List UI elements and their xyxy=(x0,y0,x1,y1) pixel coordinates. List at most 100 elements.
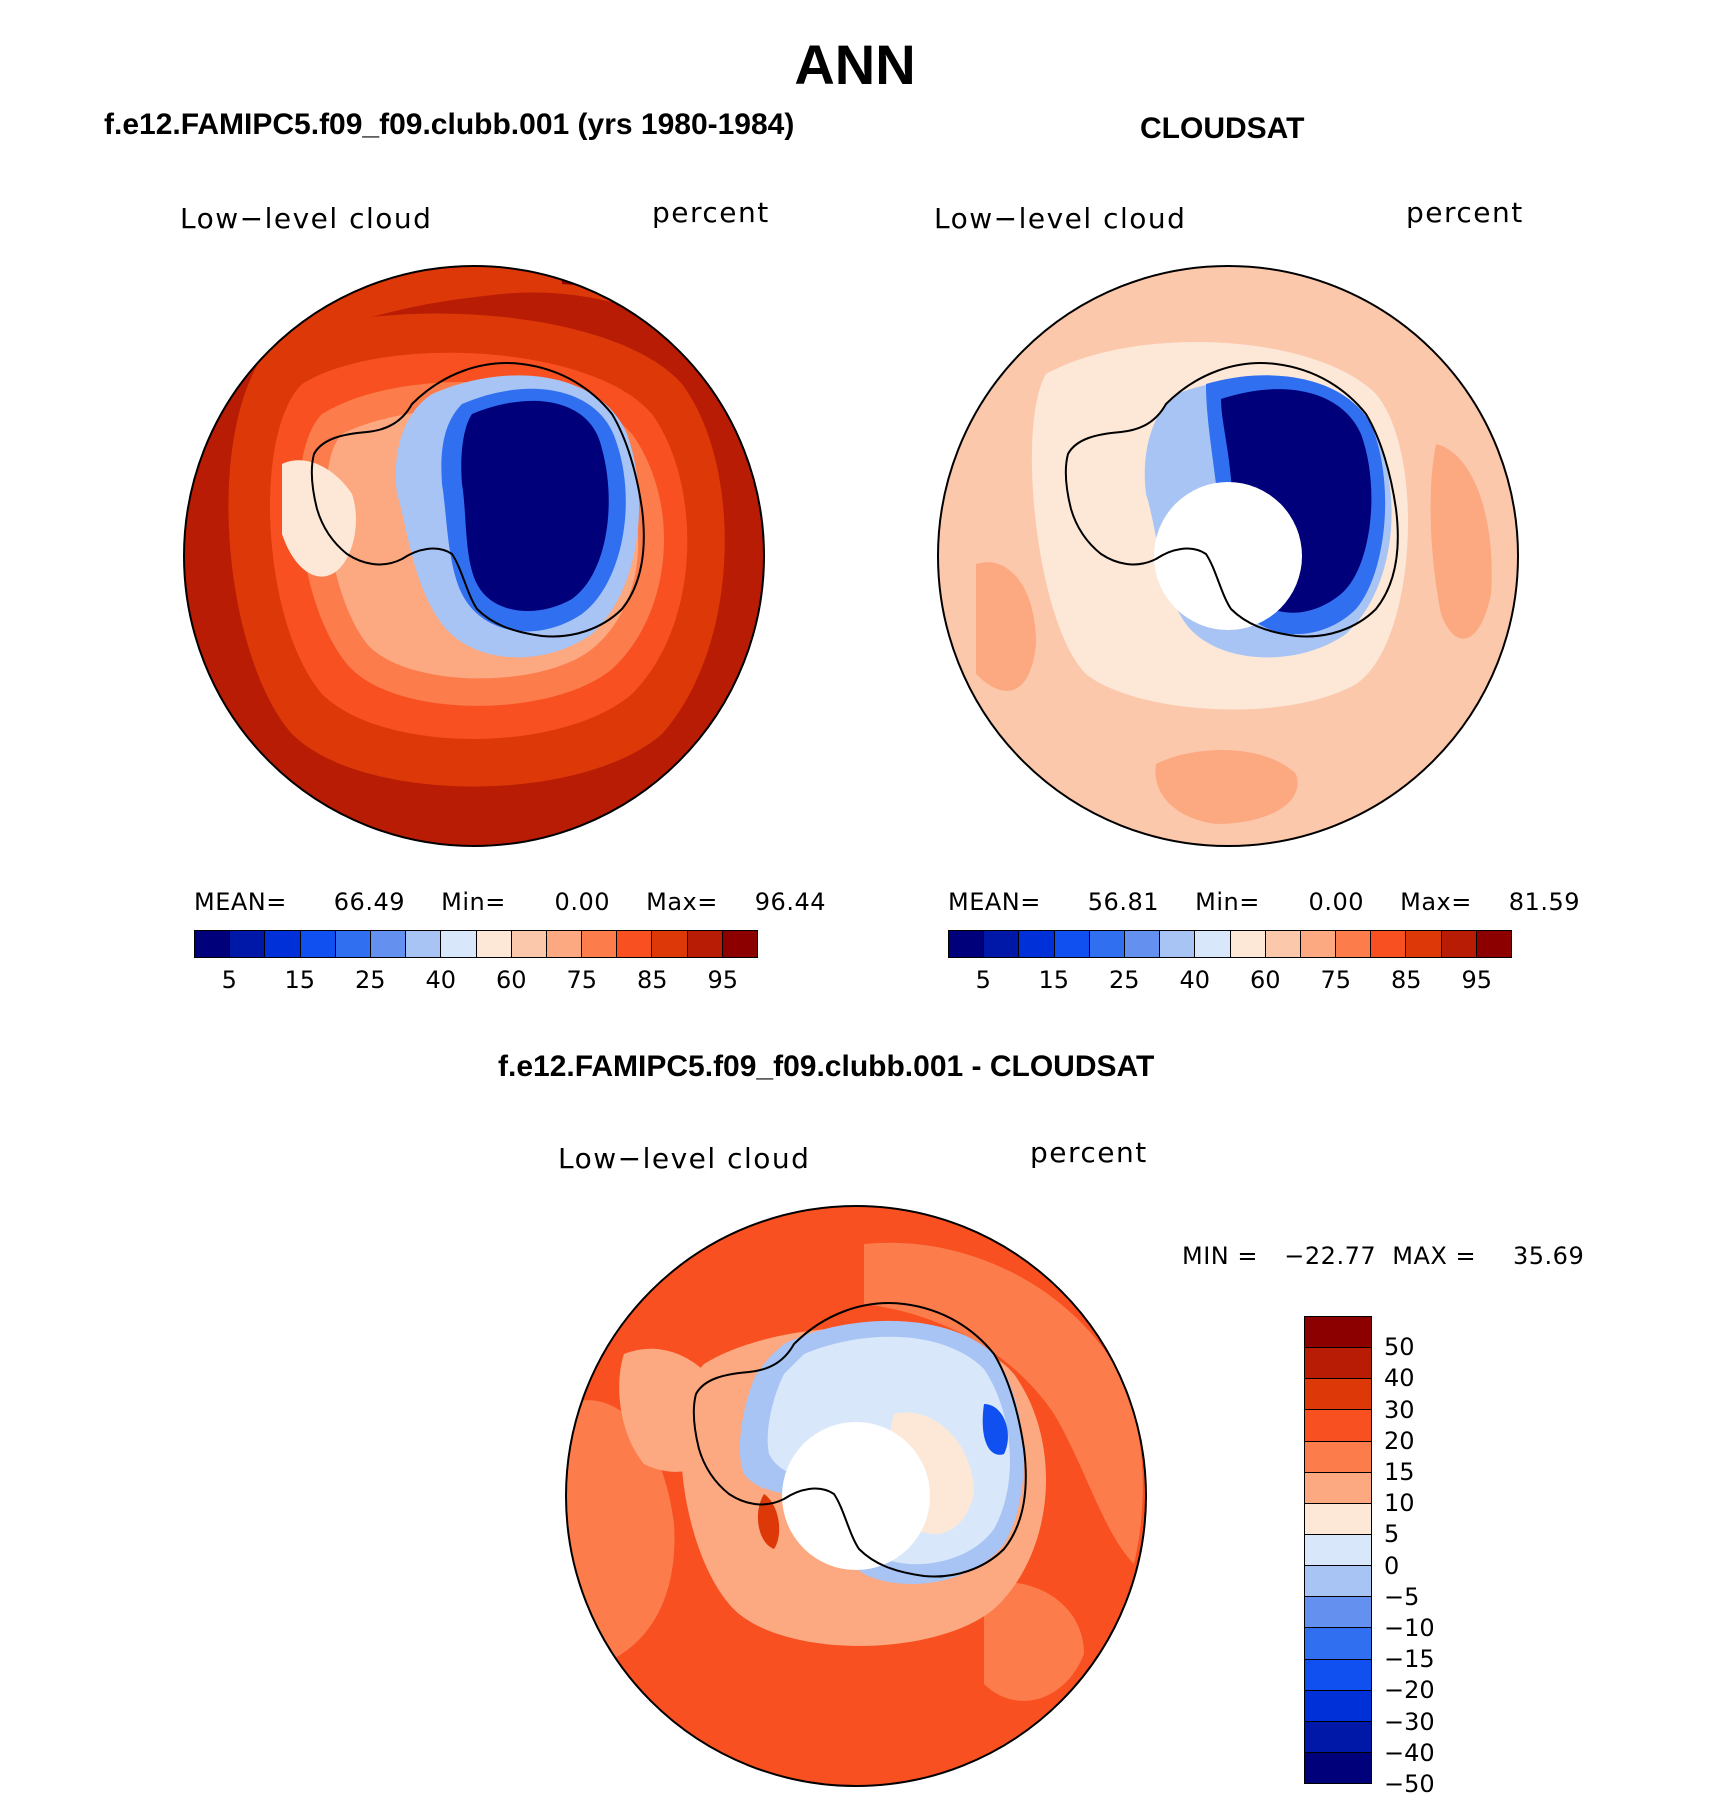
model-colorbar-swatch xyxy=(406,931,442,957)
obs-colorbar-swatch xyxy=(1054,931,1090,957)
model-stats: MEAN= 66.49 Min= 0.00 Max= 96.44 xyxy=(194,888,826,916)
obs-colorbar-tick-label: 60 xyxy=(1249,966,1281,994)
model-colorbar-swatch xyxy=(265,931,301,957)
diff-panel-title: f.e12.FAMIPC5.f09_f09.clubb.001 - CLOUDS… xyxy=(498,1050,1155,1083)
obs-colorbar-tick-label: 40 xyxy=(1179,966,1211,994)
obs-colorbar-swatch xyxy=(1371,931,1407,957)
model-colorbar-tick-label: 15 xyxy=(284,966,316,994)
model-colorbar-swatch xyxy=(335,931,371,957)
obs-colorbar-swatch xyxy=(1089,931,1125,957)
diff-colorbar-swatch xyxy=(1305,1690,1371,1722)
diff-colorbar-swatch xyxy=(1305,1566,1371,1598)
obs-mean-label: MEAN= xyxy=(948,888,1041,916)
obs-colorbar-tick-label: 95 xyxy=(1461,966,1493,994)
diff-colorbar-tick-label: 10 xyxy=(1384,1489,1415,1518)
diff-colorbar-swatch xyxy=(1305,1503,1371,1535)
diff-colorbar-swatch xyxy=(1305,1659,1371,1691)
model-mean-label: MEAN= xyxy=(194,888,287,916)
model-colorbar-swatch xyxy=(617,931,653,957)
model-colorbar-swatch xyxy=(511,931,547,957)
obs-colorbar-swatch xyxy=(1195,931,1231,957)
obs-colorbar-swatch xyxy=(949,931,985,957)
diff-colorbar-tick-label: 40 xyxy=(1384,1364,1415,1393)
diff-min-value: −22.77 xyxy=(1284,1242,1377,1270)
obs-colorbar-swatch xyxy=(1441,931,1477,957)
model-max-label: Max= xyxy=(646,888,718,916)
obs-colorbar-swatch xyxy=(1300,931,1337,957)
obs-colorbar-tick-label: 5 xyxy=(975,966,991,994)
model-polar-map xyxy=(183,265,765,847)
obs-colorbar xyxy=(948,930,1512,958)
model-colorbar-tick-label: 25 xyxy=(354,966,386,994)
obs-min-label: Min= xyxy=(1195,888,1260,916)
obs-min-value: 0.00 xyxy=(1308,888,1364,916)
obs-colorbar-tick-label: 25 xyxy=(1108,966,1140,994)
diff-colorbar-tick-label: 15 xyxy=(1384,1458,1415,1486)
diff-stats: MIN = −22.77 MAX = 35.69 xyxy=(1182,1242,1584,1270)
model-colorbar-tick-label: 85 xyxy=(636,966,668,994)
diff-colorbar-tick-label: 50 xyxy=(1384,1333,1415,1362)
obs-colorbar-tick-label: 85 xyxy=(1390,966,1422,994)
diff-min-label: MIN = xyxy=(1182,1242,1258,1270)
obs-polar-map xyxy=(937,265,1519,847)
diff-colorbar-tick-label: 5 xyxy=(1384,1520,1400,1549)
diff-polar-map xyxy=(565,1205,1147,1787)
diff-units-label: percent xyxy=(1030,1136,1148,1169)
obs-colorbar-swatch xyxy=(1019,931,1055,957)
diff-max-label: MAX = xyxy=(1392,1242,1477,1270)
obs-colorbar-swatch xyxy=(1336,931,1372,957)
diff-colorbar-swatch xyxy=(1305,1379,1371,1411)
obs-mean-value: 56.81 xyxy=(1087,888,1159,916)
diff-colorbar-swatch xyxy=(1305,1752,1371,1784)
diff-colorbar-swatch xyxy=(1305,1721,1371,1753)
obs-field-label: Low−level cloud xyxy=(934,202,1187,235)
obs-units-label: percent xyxy=(1406,196,1524,229)
obs-max-value: 81.59 xyxy=(1508,888,1580,916)
diff-colorbar-tick-label: −50 xyxy=(1384,1770,1435,1798)
model-colorbar-tick-label: 5 xyxy=(221,966,237,994)
diff-colorbar-swatch xyxy=(1305,1597,1371,1629)
model-colorbar-swatch xyxy=(230,931,266,957)
model-colorbar-tick-label: 95 xyxy=(707,966,739,994)
model-colorbar-tick-label: 40 xyxy=(425,966,457,994)
model-colorbar-tick-label: 60 xyxy=(495,966,527,994)
model-colorbar-swatch xyxy=(195,931,231,957)
obs-colorbar-swatch xyxy=(1476,931,1511,957)
diff-colorbar-tick-label: 30 xyxy=(1384,1395,1415,1424)
obs-colorbar-tick-label: 75 xyxy=(1320,966,1352,994)
diff-colorbar-tick-label: −15 xyxy=(1384,1645,1435,1674)
model-colorbar-swatch xyxy=(476,931,512,957)
model-mean-value: 66.49 xyxy=(333,888,405,916)
model-max-value: 96.44 xyxy=(754,888,826,916)
diff-colorbar-swatch xyxy=(1305,1410,1371,1442)
diff-colorbar xyxy=(1304,1316,1372,1784)
model-colorbar xyxy=(194,930,758,958)
diff-colorbar-tick-label: −40 xyxy=(1384,1738,1435,1767)
obs-colorbar-swatch xyxy=(1160,931,1196,957)
diff-colorbar-swatch xyxy=(1305,1317,1371,1349)
model-colorbar-swatch xyxy=(722,931,757,957)
model-min-value: 0.00 xyxy=(554,888,610,916)
model-units-label: percent xyxy=(652,196,770,229)
model-colorbar-swatch xyxy=(370,931,407,957)
obs-colorbar-swatch xyxy=(1230,931,1266,957)
obs-colorbar-swatch xyxy=(984,931,1020,957)
obs-panel-title: CLOUDSAT xyxy=(1140,112,1305,145)
obs-stats: MEAN= 56.81 Min= 0.00 Max= 81.59 xyxy=(948,888,1580,916)
obs-colorbar-tick-label: 15 xyxy=(1038,966,1070,994)
diff-colorbar-tick-label: −20 xyxy=(1384,1676,1435,1705)
model-colorbar-swatch xyxy=(441,931,477,957)
model-colorbar-swatch xyxy=(546,931,583,957)
diff-colorbar-swatch xyxy=(1305,1348,1371,1380)
diff-colorbar-swatch xyxy=(1305,1472,1371,1504)
obs-max-label: Max= xyxy=(1400,888,1472,916)
diff-colorbar-tick-label: 0 xyxy=(1384,1551,1400,1580)
model-colorbar-swatch xyxy=(582,931,618,957)
obs-colorbar-swatch xyxy=(1406,931,1442,957)
model-field-label: Low−level cloud xyxy=(180,202,433,235)
diff-colorbar-swatch xyxy=(1305,1534,1371,1567)
page-title: ANN xyxy=(794,33,916,96)
model-panel-title: f.e12.FAMIPC5.f09_f09.clubb.001 (yrs 198… xyxy=(104,108,795,141)
diff-colorbar-swatch xyxy=(1305,1628,1371,1660)
diff-max-value: 35.69 xyxy=(1513,1242,1585,1270)
